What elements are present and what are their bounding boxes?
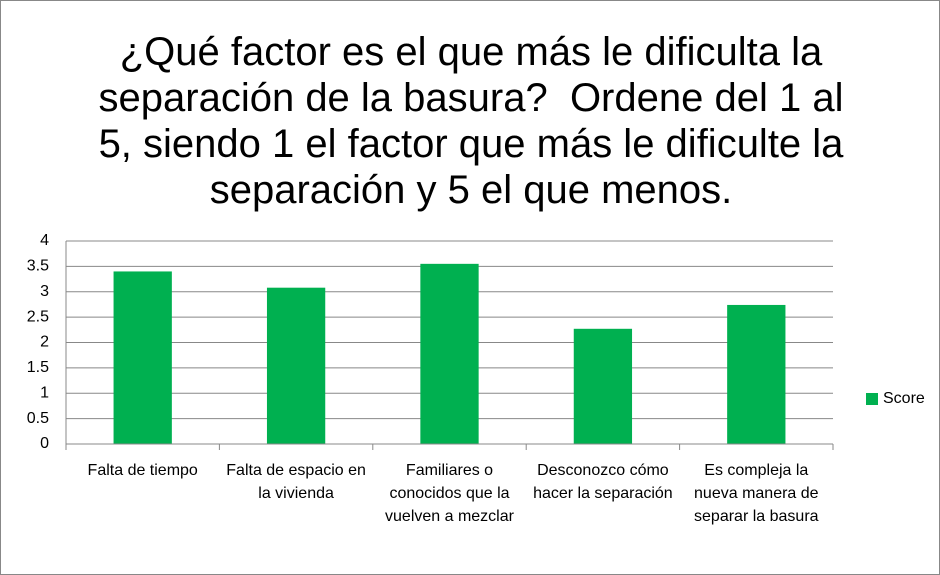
y-tick-label: 3.5: [27, 258, 49, 275]
bar: [727, 304, 786, 444]
y-tick-label: 0.5: [27, 410, 49, 427]
chart-title: ¿Qué factor es el que más le dificulta l…: [98, 30, 855, 212]
y-tick-label: 2.5: [27, 308, 49, 325]
x-tick-label: Desconozco cómo hacer la separación: [533, 462, 673, 502]
y-tick-label: 1.5: [27, 359, 49, 376]
bar: [420, 263, 479, 444]
y-tick-label: 0: [40, 435, 49, 452]
bar: [113, 271, 172, 444]
y-tick-label: 3: [40, 283, 49, 300]
y-tick-label: 4: [40, 232, 49, 249]
bar: [266, 287, 326, 444]
x-tick-label: Falta de tiempo: [87, 462, 198, 479]
legend-label: Score: [883, 390, 925, 407]
x-tick-label: Es compleja la nueva manera de separar l…: [694, 462, 819, 525]
y-tick-label: 2: [40, 334, 49, 351]
x-tick-label: Falta de espacio en la vivienda: [226, 462, 366, 502]
legend-swatch: [866, 393, 878, 405]
y-tick-label: 1: [40, 384, 49, 401]
x-tick-label: Familiares o conocidos que la vuelven a …: [385, 462, 514, 525]
bar: [573, 328, 633, 444]
